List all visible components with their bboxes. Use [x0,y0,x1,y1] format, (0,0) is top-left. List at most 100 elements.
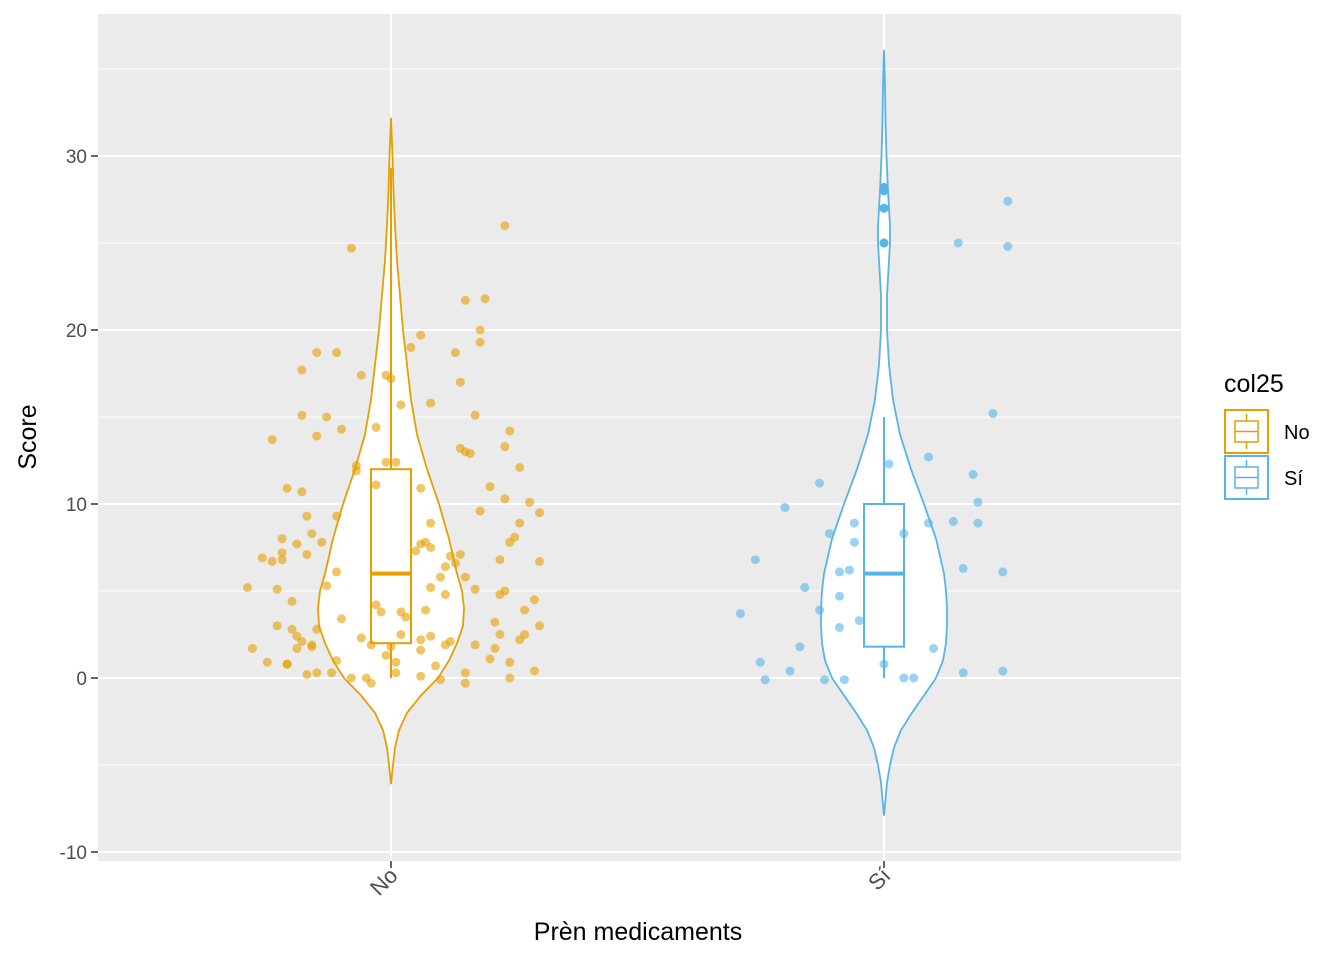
data-point [421,605,431,615]
data-point [535,508,544,518]
data-point [351,461,361,471]
data-point [426,543,436,552]
data-point [322,412,332,422]
data-point [924,518,933,528]
data-point [346,243,356,253]
data-point [535,621,544,631]
data-point [490,617,500,627]
data-point [480,294,490,304]
data-point [411,546,421,556]
data-point [924,452,933,462]
data-point [1003,196,1013,206]
data-point [500,586,510,596]
data-point [736,609,745,619]
y-tick-label: 30 [66,147,87,168]
data-point [820,675,830,685]
data-point [391,457,401,467]
data-point [272,621,282,631]
data-point [510,532,520,542]
data-point [267,435,277,445]
outlier-point [879,182,889,192]
data-point [386,642,396,652]
data-point [322,581,332,591]
data-point [909,673,919,683]
data-point [455,377,465,387]
data-point [307,529,317,539]
data-point [839,675,849,685]
data-point [396,400,406,410]
data-point [854,616,864,626]
boxplots [370,168,905,678]
y-tick-label: 20 [66,321,87,342]
y-tick-label: -10 [60,843,87,864]
data-point [750,555,760,565]
data-point [825,529,834,539]
data-point [337,614,346,624]
data-point [257,553,267,563]
data-point [416,635,426,645]
y-axis-title: Score [14,404,42,469]
data-point [460,572,470,582]
data-point [346,673,356,683]
data-point [440,562,450,572]
data-point [998,666,1008,676]
data-point [835,591,844,601]
data-point [470,640,480,650]
x-axis-title: Prèn medicaments [534,918,742,946]
data-point [815,605,825,615]
data-point [815,478,825,488]
data-point [406,342,416,352]
data-point [495,555,505,565]
data-point [795,642,805,652]
data-point [282,483,292,493]
data-point [386,374,396,384]
data-point [396,630,406,639]
legend-label: Sí [1284,468,1303,490]
x-axis: No Sí [365,861,896,900]
data-point [520,630,530,639]
data-point [455,550,465,559]
data-point [475,337,485,347]
data-point [844,565,854,575]
data-point [460,295,470,305]
data-point [530,666,539,676]
data-point [470,584,480,594]
data-point [760,675,770,685]
data-point [277,534,287,544]
data-point [312,431,322,441]
data-point [297,365,307,375]
data-point [307,640,317,650]
data-point [376,607,386,617]
legend-title: col25 [1224,370,1284,398]
data-point [485,482,495,492]
data-point [381,650,391,660]
data-point [500,442,510,452]
data-point [292,539,302,549]
data-point [460,678,470,688]
data-point [515,463,525,472]
data-point [988,409,998,418]
data-point [391,657,401,667]
data-point [445,551,455,561]
data-point [312,348,322,358]
data-point [998,567,1008,577]
data-point [450,348,460,358]
data-point [1003,242,1013,251]
data-point [475,325,485,335]
data-point [272,584,282,594]
plot-panel [98,14,1181,861]
x-tick-label: Sí [863,863,895,895]
data-point [302,670,312,679]
data-point [292,643,302,653]
data-point [884,459,894,469]
data-point [426,518,436,528]
data-point [327,668,337,678]
data-point [755,657,765,667]
data-point [450,558,460,568]
data-point [332,511,342,521]
data-point [381,457,391,467]
data-point [535,556,544,566]
data-point [431,661,441,671]
data-point [505,426,515,436]
data-point [366,640,376,650]
